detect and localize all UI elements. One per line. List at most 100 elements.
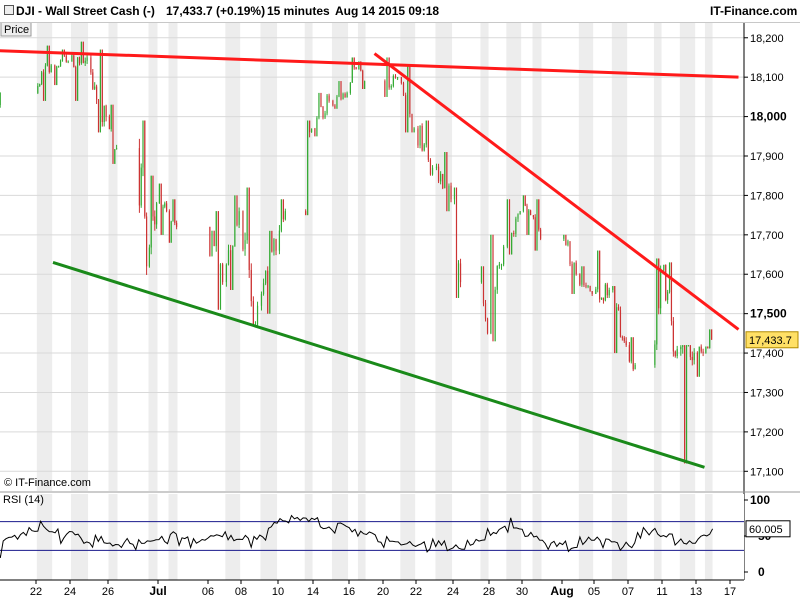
rsi-last-value: 60.005 [749, 524, 783, 536]
candle-body [92, 72, 94, 89]
candle-body [407, 65, 409, 133]
candle-body [310, 128, 313, 133]
candle-body [392, 76, 394, 87]
candle-body [442, 174, 444, 189]
price-tick-label: 18,000 [750, 110, 787, 124]
candle-body [503, 246, 505, 265]
rsi-line [0, 514, 714, 558]
candle-body [305, 211, 307, 216]
chart-menu-icon[interactable] [4, 5, 14, 15]
candle-body [419, 126, 421, 146]
candle-body [417, 128, 419, 146]
candle-body [140, 167, 142, 206]
candle-body [634, 364, 636, 370]
candle-body [448, 185, 450, 212]
rsi-day-stripe [304, 494, 313, 580]
time-tick-label: 20 [377, 586, 389, 598]
candle-body [39, 84, 41, 86]
candle-body [388, 57, 390, 88]
candle-body [112, 104, 114, 164]
day-stripe [108, 22, 118, 491]
rsi-day-stripe [225, 494, 241, 580]
candle-body [427, 120, 429, 160]
candle-body [101, 49, 103, 123]
candle-body [506, 199, 508, 247]
time-tick-label: 17 [724, 586, 736, 598]
rsi-day-stripe [704, 494, 713, 580]
candle-body [242, 211, 244, 250]
time-tick-label: 07 [622, 586, 634, 598]
candle-body [455, 187, 458, 298]
candle-body [429, 159, 432, 175]
candle-body [486, 318, 489, 334]
candle-body [48, 45, 50, 72]
price-tick-label: 18,200 [750, 33, 784, 45]
candle-body [336, 96, 338, 109]
candle-body [693, 353, 695, 361]
candle-body [71, 55, 73, 62]
time-tick-label: 30 [516, 586, 528, 598]
time-tick-label: 05 [588, 586, 600, 598]
candle-body [148, 247, 150, 267]
candle-body [284, 211, 286, 220]
day-stripe [653, 22, 662, 491]
candle-body [158, 183, 160, 204]
candle-body [524, 195, 526, 206]
candle-body [457, 263, 460, 298]
candle-body [320, 92, 322, 107]
rsi-label: RSI (14) [3, 494, 44, 506]
candle-body [565, 234, 567, 245]
candle-body [271, 230, 273, 252]
candle-body [581, 266, 583, 285]
rsi-day-stripe [480, 494, 489, 580]
candle-body [232, 245, 234, 290]
candle-body [170, 221, 172, 243]
price-panel-background [0, 22, 744, 491]
trendline-resistance-upper [0, 49, 739, 79]
day-stripe [148, 22, 158, 491]
rsi-day-stripe [653, 494, 662, 580]
candle-body [42, 72, 45, 101]
candle-body [260, 293, 263, 306]
candle-body [273, 239, 275, 252]
candle-body [256, 305, 259, 325]
rsi-day-stripe [506, 494, 522, 580]
last-price-value: 17,433.7 [749, 335, 792, 347]
candle-body [617, 307, 620, 311]
candle-body [54, 65, 56, 86]
day-stripe [704, 22, 713, 491]
candle-body [146, 216, 148, 267]
time-axis: 22 24 26 Jul 06 08 10 14 16 20 22 24 28 30 Aug 05 07 11 13… [0, 579, 800, 600]
interval-label: 15 minutes [267, 4, 330, 18]
candle-body [484, 303, 487, 319]
chart-header: DJI - Wall Street Cash (-) 17,433.7 (+0.… [0, 0, 800, 23]
candle-body [164, 203, 166, 207]
candle-body [604, 284, 606, 301]
candle-body [96, 86, 98, 100]
candle-body [707, 346, 709, 349]
candle-body [423, 144, 425, 151]
time-tick-label: 28 [483, 586, 495, 598]
candle-body [78, 57, 81, 64]
candle-body [225, 264, 227, 283]
candle-body [326, 95, 328, 114]
candle-body [526, 205, 528, 235]
candle-body [265, 270, 267, 284]
candle-body [480, 266, 483, 283]
candle-body [625, 341, 627, 346]
candle-body [606, 284, 608, 296]
candle-body [409, 65, 411, 114]
candle-body [587, 285, 589, 287]
candle-body [446, 152, 448, 212]
candle-body [174, 199, 176, 223]
candle-body [687, 345, 690, 347]
price-tick-label: 18,100 [750, 72, 784, 84]
candle-body [405, 95, 407, 133]
candle-body [628, 345, 630, 362]
rsi-day-stripe [168, 494, 178, 580]
candle-body [105, 105, 107, 117]
candle-body [217, 211, 219, 310]
rsi-axis: 10050060.005 [744, 493, 791, 579]
time-tick-label: 14 [307, 586, 319, 598]
